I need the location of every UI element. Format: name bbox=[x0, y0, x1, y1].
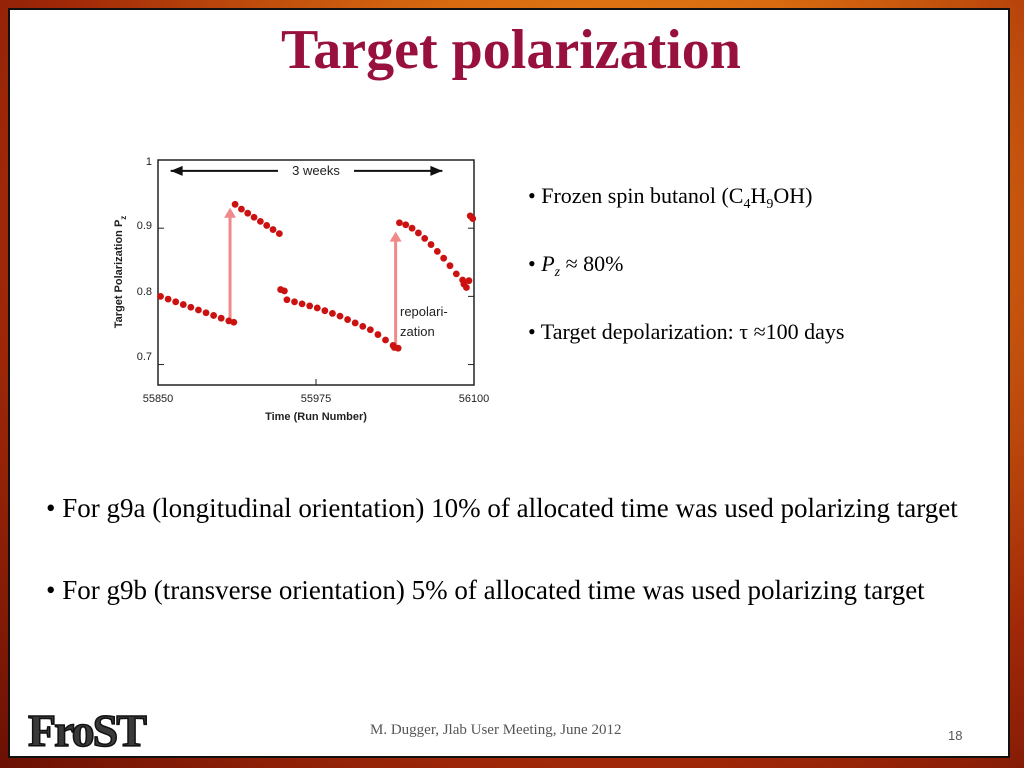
data-point-0-5 bbox=[195, 306, 202, 314]
data-point-1-3 bbox=[250, 213, 258, 221]
span-arrow-head-right bbox=[430, 165, 443, 176]
data-point-0-3 bbox=[179, 301, 187, 308]
data-point-6-2 bbox=[465, 277, 473, 285]
data-point-1-5 bbox=[263, 222, 271, 229]
data-point-5-1 bbox=[402, 221, 410, 229]
slide-title: Target polarization bbox=[281, 19, 741, 81]
frost-logo: FroST bbox=[27, 704, 149, 757]
butanol-sub-4: 4 bbox=[743, 197, 751, 212]
x-tick-label-0: 55850 bbox=[143, 393, 174, 405]
y-tick-label-3: 1 bbox=[146, 156, 152, 168]
data-point-3-5 bbox=[321, 307, 329, 315]
data-point-3-4 bbox=[313, 304, 321, 312]
data-point-0-0 bbox=[157, 292, 164, 300]
butanol-text-h: H bbox=[750, 183, 767, 208]
data-point-3-10 bbox=[359, 322, 367, 330]
data-point-6-1 bbox=[463, 284, 470, 291]
pz-subscript-text: z bbox=[554, 265, 561, 280]
plot-layer bbox=[157, 159, 477, 385]
pz-subscript: z bbox=[555, 265, 560, 280]
data-point-5-4 bbox=[421, 235, 429, 242]
side-bullet-depolarization: • Target depolarization: τ ≈100 days bbox=[528, 319, 845, 344]
data-point-0-8 bbox=[217, 314, 225, 322]
data-point-5-3 bbox=[414, 229, 422, 237]
polarization-chart: 55850 55975 56100 0.7 0.8 0.9 1 Time (Ru… bbox=[113, 156, 490, 423]
data-point-5-7 bbox=[440, 254, 448, 262]
y-axis-label: Target Polarization Pz bbox=[113, 216, 128, 329]
data-point-1-2 bbox=[244, 209, 252, 217]
data-point-3-8 bbox=[344, 316, 351, 323]
repolarization-label-line2: zation bbox=[400, 324, 435, 339]
data-point-3-7 bbox=[336, 312, 344, 320]
pz-value: ≈ 80% bbox=[560, 251, 624, 276]
data-point-3-1 bbox=[291, 298, 298, 306]
data-point-2-1 bbox=[281, 287, 288, 295]
y-tick-label-2: 0.9 bbox=[137, 220, 152, 232]
x-tick-label-2: 56100 bbox=[459, 393, 490, 405]
data-point-4-1 bbox=[394, 344, 402, 352]
data-point-5-2 bbox=[408, 224, 416, 232]
plot-frame bbox=[157, 159, 475, 386]
footer-credit: M. Dugger, Jlab User Meeting, June 2012 bbox=[370, 722, 622, 738]
y-tick-label-0: 0.7 bbox=[137, 351, 152, 363]
data-point-0-10 bbox=[230, 318, 238, 326]
data-point-1-0 bbox=[231, 200, 239, 208]
y-axis-label-sub: z bbox=[119, 216, 128, 220]
data-point-7-1 bbox=[469, 215, 477, 223]
data-point-0-6 bbox=[202, 309, 210, 317]
side-bullets: • Frozen spin butanol (C4H9OH) • Pz ≈ 80… bbox=[528, 182, 998, 386]
data-point-3-2 bbox=[298, 300, 306, 308]
data-point-3-9 bbox=[351, 319, 359, 327]
repolarization-label-line1: repolari- bbox=[400, 304, 448, 319]
span-label-background bbox=[278, 162, 354, 180]
y-axis-label-main: Target Polarization P bbox=[113, 220, 125, 329]
butanol-sub-9: 9 bbox=[766, 197, 774, 212]
page-number: 18 bbox=[948, 728, 963, 743]
data-point-5-0 bbox=[396, 219, 403, 227]
data-point-5-5 bbox=[427, 241, 435, 248]
data-point-1-6 bbox=[269, 226, 277, 233]
data-point-1-1 bbox=[238, 205, 245, 213]
repolarization-arrow-head-0 bbox=[224, 207, 237, 218]
data-point-0-7 bbox=[210, 312, 218, 319]
side-bullet-pz: • Pz ≈ 80% bbox=[528, 250, 998, 280]
repolarization-arrow-head-1 bbox=[389, 231, 402, 242]
x-tick-label-1: 55975 bbox=[301, 393, 332, 405]
data-point-3-6 bbox=[329, 310, 336, 317]
pz-bullet: • bbox=[528, 251, 542, 276]
pz-symbol: P bbox=[541, 251, 555, 276]
span-arrow-head-left bbox=[170, 165, 183, 176]
side-bullet-butanol: • Frozen spin butanol (C4H9OH) bbox=[528, 182, 998, 212]
data-point-0-1 bbox=[164, 295, 172, 303]
x-axis-label: Time (Run Number) bbox=[265, 411, 367, 423]
butanol-text-prefix: • Frozen spin butanol (C bbox=[528, 183, 744, 208]
data-point-3-11 bbox=[366, 326, 374, 334]
data-point-0-4 bbox=[187, 303, 195, 311]
data-point-5-6 bbox=[433, 247, 441, 255]
main-bullet-g9b: • For g9b (transverse orientation) 5% of… bbox=[46, 575, 925, 605]
data-point-5-8 bbox=[446, 262, 454, 270]
logo-text: FroST bbox=[28, 705, 146, 756]
data-point-1-7 bbox=[275, 230, 283, 238]
main-bullets: • For g9a (longitudinal orientation) 10%… bbox=[46, 488, 996, 652]
butanol-text-suffix: OH) bbox=[773, 183, 813, 208]
y-tick-label-1: 0.8 bbox=[137, 286, 152, 298]
data-point-3-12 bbox=[374, 331, 382, 338]
main-bullet-g9a: • For g9a (longitudinal orientation) 10%… bbox=[46, 493, 958, 523]
data-point-3-3 bbox=[306, 302, 314, 310]
slide: Target polarization 55850 55975 56100 0.… bbox=[8, 8, 1010, 758]
data-point-3-13 bbox=[382, 336, 389, 344]
data-point-3-0 bbox=[283, 296, 291, 304]
data-point-5-9 bbox=[452, 270, 460, 278]
data-point-1-4 bbox=[256, 217, 264, 225]
span-label: 3 weeks bbox=[292, 163, 340, 178]
data-point-0-2 bbox=[172, 298, 180, 306]
